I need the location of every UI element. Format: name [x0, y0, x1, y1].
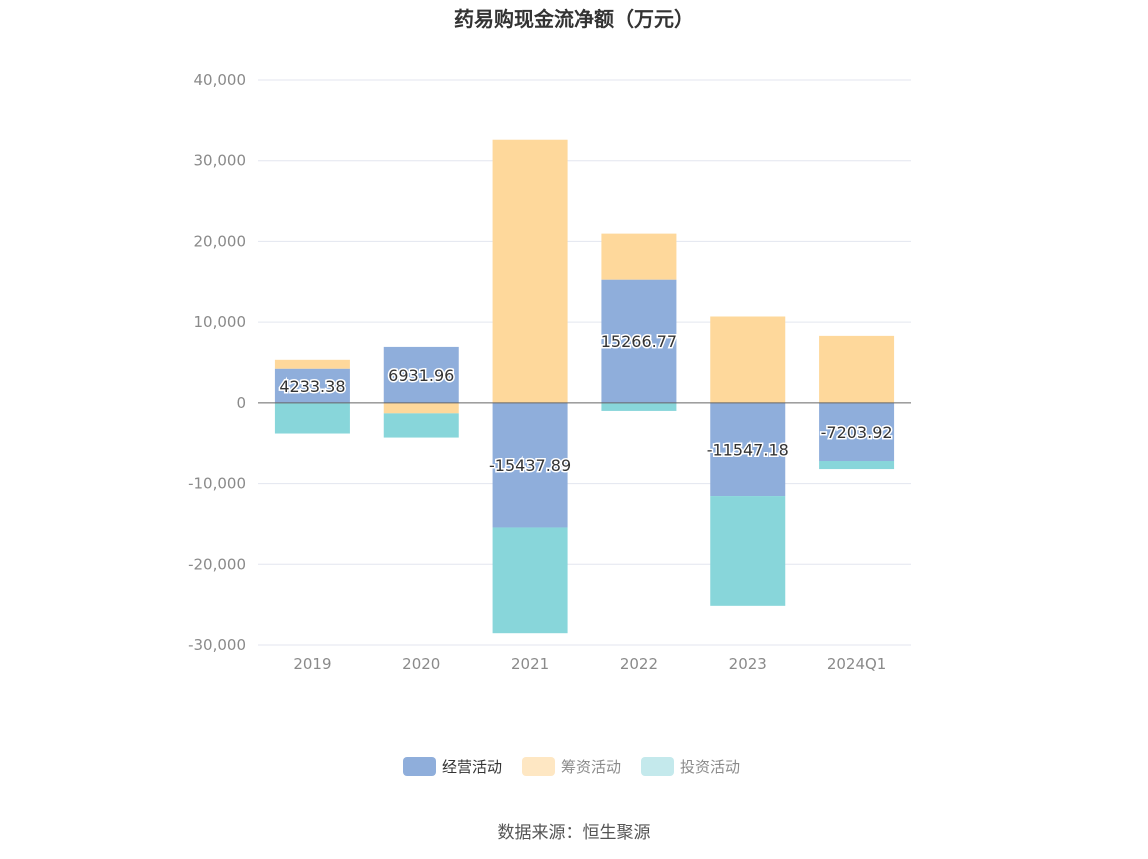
- bar-stack: [274, 139, 895, 634]
- data-label: 15266.77: [601, 332, 677, 351]
- legend-item[interactable]: 经营活动: [403, 757, 502, 776]
- legend-swatch: [522, 757, 555, 776]
- y-axis-ticks: 40,000 30,000 20,000 10,000 0 -10,000 -20,000 -…: [188, 71, 246, 654]
- bar-financing: [710, 316, 786, 403]
- bar-operating: [274, 368, 350, 403]
- x-axis-ticks: 2019 2020 2021 2022 2023 2024Q1: [293, 655, 886, 673]
- x-tick-label: 2019: [293, 655, 331, 673]
- data-label: -7203.92: [821, 423, 893, 442]
- bar-investing: [819, 461, 895, 470]
- y-tick-label: 10,000: [194, 313, 247, 331]
- chart-title: 药易购现金流净额（万元）: [454, 7, 694, 31]
- bar-investing: [601, 402, 677, 411]
- bar-financing: [492, 139, 568, 403]
- legend: 经营活动 筹资活动 投资活动: [403, 757, 740, 776]
- bar-financing: [601, 233, 677, 280]
- legend-label: 投资活动: [680, 758, 740, 776]
- bar-financing: [383, 402, 459, 414]
- x-tick-label: 2020: [402, 655, 440, 673]
- bar-operating: [601, 279, 677, 403]
- x-tick-label: 2021: [511, 655, 549, 673]
- x-tick-label: 2023: [729, 655, 767, 673]
- bar-investing: [492, 527, 568, 634]
- bar-investing: [383, 413, 459, 438]
- data-label: -11547.18: [707, 440, 789, 459]
- bar-investing: [274, 402, 350, 434]
- data-label: -15437.89: [489, 456, 571, 475]
- data-label: 4233.38: [279, 377, 345, 396]
- y-tick-label: 0: [236, 394, 246, 412]
- y-tick-label: -30,000: [188, 636, 246, 654]
- source-note: 数据来源：恒生聚源: [498, 823, 651, 843]
- bar-investing: [710, 496, 786, 606]
- y-tick-label: 40,000: [194, 71, 247, 89]
- legend-item[interactable]: 投资活动: [641, 757, 740, 776]
- bar-financing: [274, 359, 350, 369]
- legend-swatch: [641, 757, 674, 776]
- grid-lines: [258, 79, 911, 646]
- legend-label: 筹资活动: [561, 758, 621, 776]
- legend-swatch: [403, 757, 436, 776]
- y-tick-label: 30,000: [194, 152, 247, 170]
- y-tick-label: -10,000: [188, 475, 246, 493]
- data-label: 6931.96: [388, 366, 454, 385]
- data-labels: 4233.38 6931.96 -15437.89 15266.77 -11547.18…: [278, 331, 894, 477]
- y-tick-label: -20,000: [188, 555, 246, 573]
- y-tick-label: 20,000: [194, 232, 247, 250]
- x-tick-label: 2022: [620, 655, 658, 673]
- bar-operating: [819, 402, 895, 462]
- bar-operating: [383, 346, 459, 403]
- legend-item[interactable]: 筹资活动: [522, 757, 621, 776]
- bar-operating: [710, 402, 786, 497]
- bar-financing: [819, 335, 895, 403]
- bar-operating: [492, 402, 568, 528]
- x-tick-label: 2024Q1: [827, 655, 887, 673]
- legend-label: 经营活动: [442, 758, 502, 776]
